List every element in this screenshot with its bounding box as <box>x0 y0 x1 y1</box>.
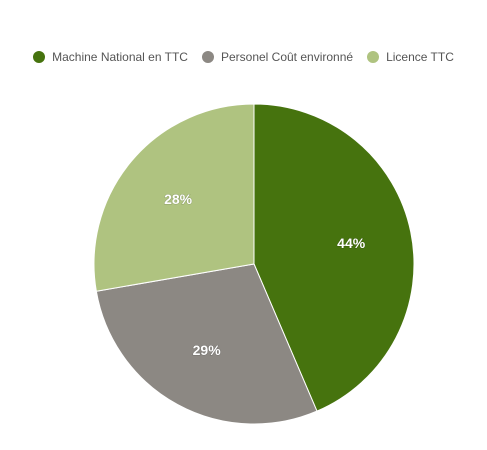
legend-label-personel-cout: Personel Coût environné <box>220 50 354 64</box>
legend-swatch-licence <box>367 51 380 63</box>
legend-item-licence[interactable]: Licence TTC <box>367 50 454 64</box>
legend-label-machine-national: Machine National en TTC <box>52 50 188 64</box>
legend-item-personel-cout[interactable]: Personel Coût environné <box>201 50 354 64</box>
legend-item-machine-national[interactable]: Machine National en TTC <box>33 50 188 64</box>
pie-label-machine-national: 44% <box>337 235 366 251</box>
pie-slice-labels: 44% 29% 28% <box>164 190 367 358</box>
pie-slice-personel-cout[interactable] <box>95 263 318 425</box>
pie-label-licence: 28% <box>164 191 193 207</box>
pie-label-personel-cout: 29% <box>193 342 222 358</box>
pie-slice-machine-national[interactable] <box>253 103 415 412</box>
pie-slices <box>93 103 415 425</box>
pie-slice-licence[interactable] <box>93 103 255 292</box>
legend-label-licence: Licence TTC <box>386 50 454 64</box>
legend-swatch-personel-cout <box>201 51 214 63</box>
legend-swatch-machine-national <box>33 51 46 63</box>
chart-legend: Machine National en TTC Personel Coût en… <box>0 50 487 64</box>
